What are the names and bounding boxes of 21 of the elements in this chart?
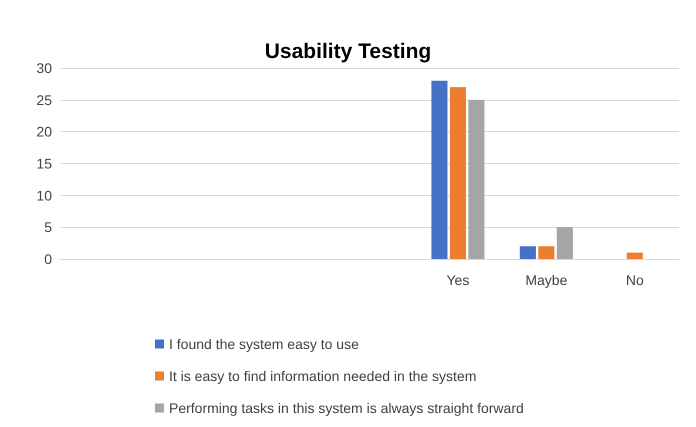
y-tick-label: 30: [36, 60, 52, 76]
y-tick-label: 25: [36, 92, 52, 108]
y-tick-label: 0: [44, 251, 52, 267]
y-tick-label: 15: [36, 156, 52, 172]
legend-label: I found the system easy to use: [169, 336, 360, 352]
x-tick-label: No: [626, 272, 644, 288]
bar: [556, 227, 573, 259]
legend-label: It is easy to find information needed in the system: [169, 368, 476, 384]
bar: [538, 246, 554, 259]
chart-title: Usability Testing: [264, 40, 432, 63]
bar: [450, 87, 466, 259]
bar: [431, 80, 448, 259]
bar: [520, 246, 536, 259]
y-tick-label: 10: [36, 187, 52, 204]
bar: [626, 252, 643, 259]
y-tick-label: 5: [44, 219, 52, 236]
y-tick-label: 20: [36, 124, 52, 140]
x-tick-label: Yes: [446, 272, 470, 288]
x-tick-label: Maybe: [525, 272, 568, 288]
bar: [468, 100, 484, 259]
legend-label: Performing tasks in this system is always straight forward: [169, 400, 524, 416]
